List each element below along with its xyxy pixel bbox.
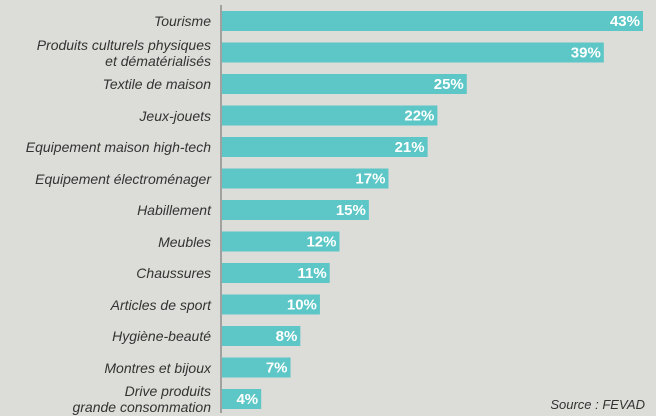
source-note: Source : FEVAD [550,397,645,412]
bar [222,137,428,157]
bar [222,42,604,63]
bar [222,263,330,283]
category-label: Textile de maison [102,76,211,92]
bar [222,294,320,315]
value-label: 8% [276,328,298,345]
category-label: Jeux-jouets [139,107,211,124]
value-label: 39% [571,44,601,61]
bar [222,74,467,94]
value-label: 12% [306,233,336,250]
bar [222,231,340,252]
value-label: 21% [395,139,425,156]
category-label: Tourisme [153,13,211,29]
value-label: 43% [610,13,640,30]
category-label: Articles de sport [110,296,211,313]
category-label: Hygiène-beauté [112,328,211,344]
value-label: 17% [355,170,385,187]
bar [222,389,262,409]
value-label: 22% [404,107,434,124]
bar [222,326,301,346]
category-label: Habillement [137,202,211,218]
category-label: Drive produits grande consommation [72,383,211,415]
value-label: 15% [336,202,366,219]
category-label: Chaussures [136,265,211,281]
bar [222,11,643,31]
value-label: 4% [236,391,258,408]
bar [222,105,438,126]
value-label: 11% [297,265,326,282]
category-label: Montres et bijoux [104,359,211,376]
bar [222,357,291,378]
category-label: Equipement maison high-tech [25,139,211,155]
value-label: 10% [287,296,317,313]
value-label: 25% [434,76,464,93]
category-label: Meubles [158,233,211,250]
value-label: 7% [266,359,288,376]
bar [222,200,369,220]
category-label: Produits culturels physiques et dématéri… [36,36,211,69]
bar [222,168,389,189]
category-label: Equipement électroménager [35,170,211,187]
